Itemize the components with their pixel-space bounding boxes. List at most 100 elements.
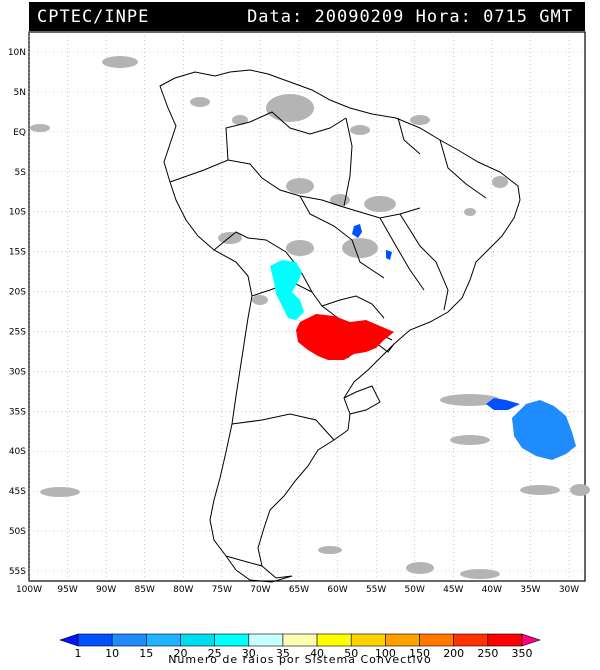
- map-header: CPTEC/INPE Data: 20090209 Hora: 0715 GMT: [29, 2, 585, 31]
- date-label: Data:: [247, 7, 304, 27]
- map-panel: 10N5NEQ5S10S15S20S25S30S35S40S45S50S55S …: [8, 10, 590, 595]
- colorbar-min-arrow: [59, 633, 79, 647]
- longitude-labels: 100W 95W 90W 85W 80W 75W 70W 65W 60W 55W 50W 45W 40W…: [16, 585, 579, 595]
- colorbar-segment: [214, 633, 250, 647]
- legend-caption: Numero de raios por Sistema Convectivo: [168, 653, 432, 666]
- cloud-patch: [286, 178, 314, 194]
- colorbar-segment: [453, 633, 489, 647]
- colorbar-tick-label: 15: [139, 647, 153, 658]
- cloud-patch: [40, 487, 80, 497]
- time-value: 0715: [483, 7, 529, 27]
- cloud-patch: [286, 240, 314, 256]
- colorbar-segment: [77, 633, 113, 647]
- lat-label: 50S: [9, 527, 26, 537]
- colorbar-segment: [385, 633, 420, 647]
- colorbar-tick-label: 20: [173, 647, 187, 658]
- lon-label: 50W: [405, 585, 425, 595]
- date-value: 20090209: [314, 7, 405, 27]
- lightning-cluster-cyan: [270, 260, 304, 320]
- time-label: Hora:: [415, 7, 472, 27]
- lat-label: 35S: [9, 407, 26, 417]
- lon-label: 30W: [559, 585, 579, 595]
- cloud-patch: [406, 562, 434, 574]
- cloud-patch: [440, 394, 500, 406]
- lat-label: 55S: [9, 567, 26, 577]
- cloud-patch: [520, 485, 560, 495]
- source-label: CPTEC/INPE: [37, 7, 150, 27]
- colorbar-tick-label: 150: [409, 647, 430, 658]
- colorbar-tick-label: 100: [375, 647, 396, 658]
- lon-label: 35W: [520, 585, 540, 595]
- cloud-patch: [364, 196, 396, 212]
- colorbar-tick-label: 50: [344, 647, 358, 658]
- colorbar-tick-label: 250: [477, 647, 498, 658]
- cloud-cover: [30, 10, 590, 579]
- cloud-patch: [30, 124, 50, 132]
- colorbar-tick-label: 40: [310, 647, 324, 658]
- south-america-outline: [159, 69, 521, 583]
- lon-label: 45W: [443, 585, 463, 595]
- colorbar-segment: [146, 633, 181, 647]
- colorbar-segment: [419, 633, 454, 647]
- colorbar-segment: [248, 633, 284, 647]
- colorbar-max-arrow: [521, 633, 541, 647]
- colorbar-segment: [111, 633, 147, 647]
- lon-label: 40W: [482, 585, 502, 595]
- cloud-patch: [492, 176, 508, 188]
- cloud-patch: [460, 569, 500, 579]
- lat-label: 10N: [8, 48, 26, 58]
- colorbar-segment: [350, 633, 386, 647]
- lon-label: 100W: [16, 585, 42, 595]
- lat-label: 30S: [9, 367, 26, 377]
- cloud-patch: [570, 484, 590, 496]
- date-time-label: Data: 20090209 Hora: 0715 GMT: [247, 7, 573, 27]
- time-zone: GMT: [539, 7, 573, 27]
- colorbar-segment: [282, 633, 318, 647]
- lat-label: 45S: [9, 487, 26, 497]
- lat-label: 40S: [9, 447, 26, 457]
- colorbar-segment: [316, 633, 352, 647]
- colorbar-tick-label: 1: [75, 647, 82, 658]
- colorbar-tick-label: 200: [443, 647, 464, 658]
- lon-label: 95W: [57, 585, 77, 595]
- lon-label: 90W: [96, 585, 116, 595]
- colorbar-tick-label: 25: [208, 647, 222, 658]
- lat-label: EQ: [13, 128, 26, 138]
- colorbar-tick-label: 30: [242, 647, 256, 658]
- lat-lon-grid: [28, 32, 585, 581]
- cloud-patch: [266, 94, 314, 122]
- lon-label: 80W: [173, 585, 193, 595]
- lat-label: 5N: [14, 88, 26, 98]
- lightning-cluster-red: [296, 314, 394, 360]
- colorbar-segment: [487, 633, 523, 647]
- lon-label: 60W: [327, 585, 347, 595]
- lon-label: 65W: [289, 585, 309, 595]
- colorbar-legend: 1 10 15 20 25 30 35 40 50 100 150 200 250 350: [59, 633, 541, 658]
- lat-label: 20S: [9, 288, 26, 298]
- cloud-patch: [342, 238, 378, 258]
- cloud-patch: [330, 194, 350, 206]
- lightning-cluster-darkblue: [352, 224, 520, 410]
- lat-label: 5S: [15, 168, 27, 178]
- lon-label: 55W: [366, 585, 386, 595]
- cloud-patch: [410, 115, 430, 125]
- latitude-labels: 10N 5N EQ 5S 10S 15S 20S 25S 30S 35S 40S 45S 50S 55S: [8, 48, 26, 577]
- cloud-patch: [464, 208, 476, 216]
- lon-label: 85W: [135, 585, 155, 595]
- cloud-patch: [350, 125, 370, 135]
- cloud-patch: [252, 295, 268, 305]
- lat-label: 25S: [9, 327, 26, 337]
- lat-label: 10S: [9, 208, 26, 218]
- lightning-cluster-blue-atlantic: [512, 400, 576, 460]
- colorbar-tick-label: 350: [512, 647, 533, 658]
- lat-label: 15S: [9, 248, 26, 258]
- cloud-patch: [450, 435, 490, 445]
- cloud-patch: [218, 232, 242, 244]
- cloud-patch: [102, 56, 138, 68]
- lon-label: 75W: [212, 585, 232, 595]
- cloud-patch: [190, 97, 210, 107]
- colorbar-tick-label: 10: [105, 647, 119, 658]
- lon-label: 70W: [250, 585, 270, 595]
- colorbar-tick-label: 35: [276, 647, 290, 658]
- colorbar-segment: [180, 633, 215, 647]
